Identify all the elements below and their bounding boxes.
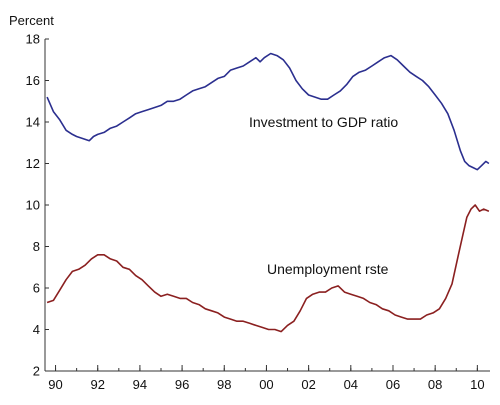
y-tick-label: 14: [26, 115, 40, 130]
x-tick-label: 06: [386, 377, 400, 392]
x-tick-label: 96: [175, 377, 189, 392]
x-tick-label: 94: [133, 377, 147, 392]
y-tick-label: 8: [33, 239, 40, 254]
unemployment-annotation: Unemployment rste: [267, 261, 389, 277]
unemployment-line: [46, 204, 490, 333]
y-tick-label: 12: [26, 156, 40, 171]
x-tick-label: 04: [344, 377, 358, 392]
y-tick-label: 16: [26, 73, 40, 88]
y-tick-label: 4: [33, 322, 40, 337]
y-axis-title: Percent: [9, 13, 54, 28]
y-tick-label: 6: [33, 281, 40, 296]
labels: 2 4 6 8 10 12 14 16 18 90 92 94 96 98 00 02 04 06 08 10 Perc…: [9, 13, 485, 392]
investment-gdp-line: [46, 52, 490, 171]
series-group: [46, 52, 490, 333]
x-tick-label: 90: [48, 377, 62, 392]
x-tick-label: 10: [470, 377, 484, 392]
investment-annotation: Investment to GDP ratio: [249, 114, 398, 130]
x-tick-label: 02: [301, 377, 315, 392]
x-tick-label: 92: [90, 377, 104, 392]
x-tick-label: 98: [217, 377, 231, 392]
x-tick-label: 08: [428, 377, 442, 392]
x-tick-label: 00: [259, 377, 273, 392]
y-tick-label: 2: [33, 364, 40, 379]
y-tick-label: 10: [26, 198, 40, 213]
axes: [44, 38, 490, 372]
y-tick-label: 18: [26, 32, 40, 47]
